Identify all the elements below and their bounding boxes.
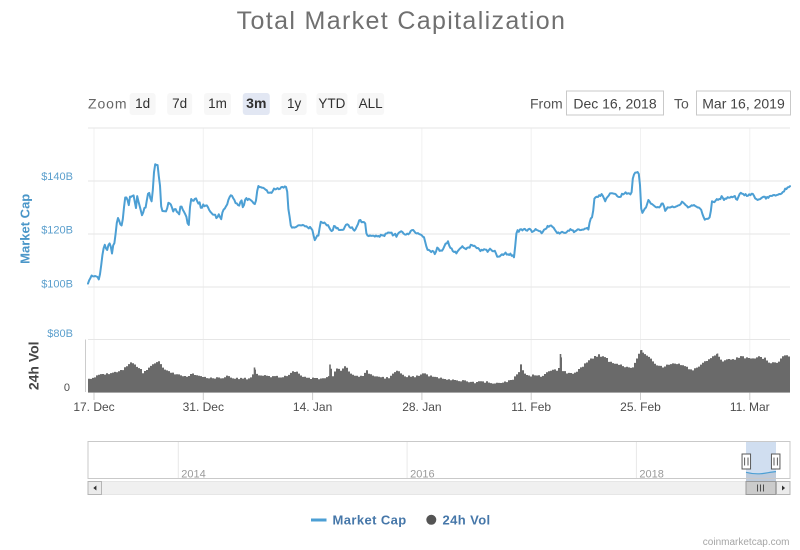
- svg-text:Market Cap: Market Cap: [333, 513, 407, 528]
- svg-text:$80B: $80B: [47, 328, 73, 340]
- svg-text:2016: 2016: [410, 469, 434, 481]
- svg-text:7d: 7d: [172, 96, 187, 111]
- svg-text:$120B: $120B: [41, 225, 73, 237]
- svg-text:28. Jan: 28. Jan: [402, 400, 441, 414]
- svg-text:31. Dec: 31. Dec: [183, 400, 224, 414]
- svg-text:$100B: $100B: [41, 279, 73, 291]
- svg-text:11. Feb: 11. Feb: [511, 400, 551, 414]
- svg-text:Market Cap: Market Cap: [17, 194, 32, 264]
- svg-text:Zoom: Zoom: [88, 96, 127, 112]
- svg-text:From: From: [530, 96, 563, 112]
- svg-text:3m: 3m: [246, 95, 266, 111]
- svg-text:1d: 1d: [135, 96, 150, 111]
- svg-text:2018: 2018: [639, 469, 663, 481]
- svg-text:YTD: YTD: [318, 96, 345, 111]
- svg-text:1m: 1m: [208, 96, 227, 111]
- svg-text:coinmarketcap.com: coinmarketcap.com: [703, 537, 790, 548]
- svg-text:25. Feb: 25. Feb: [620, 400, 661, 414]
- svg-text:To: To: [674, 96, 689, 112]
- svg-text:ALL: ALL: [359, 96, 384, 111]
- svg-text:0: 0: [64, 382, 70, 394]
- svg-text:24h Vol: 24h Vol: [443, 513, 491, 528]
- svg-text:$140B: $140B: [41, 171, 73, 183]
- svg-text:14. Jan: 14. Jan: [293, 400, 332, 414]
- svg-text:24h Vol: 24h Vol: [25, 341, 41, 390]
- svg-text:1y: 1y: [287, 96, 302, 111]
- svg-text:2014: 2014: [181, 469, 205, 481]
- svg-text:Total Market Capitalization: Total Market Capitalization: [237, 7, 567, 35]
- svg-text:11. Mar: 11. Mar: [730, 400, 770, 414]
- svg-text:Mar 16, 2019: Mar 16, 2019: [702, 96, 785, 112]
- svg-text:17. Dec: 17. Dec: [73, 400, 114, 414]
- svg-text:Dec 16, 2018: Dec 16, 2018: [573, 96, 656, 112]
